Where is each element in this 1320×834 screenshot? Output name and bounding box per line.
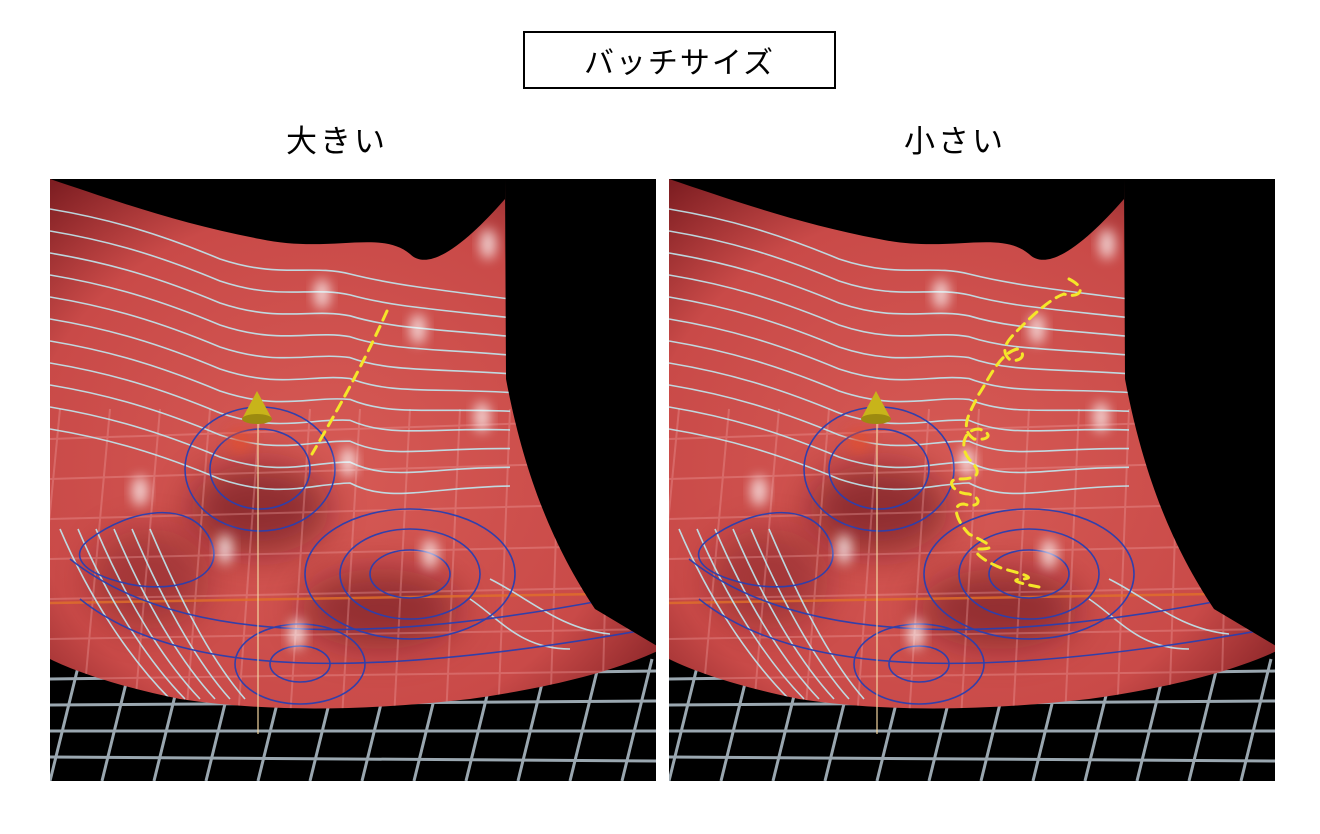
panel-label-large: 大きい xyxy=(286,124,388,160)
specular-highlights xyxy=(751,229,1115,649)
specular-highlights xyxy=(132,229,496,649)
contour-lines-dark xyxy=(688,406,1270,705)
contour-lines-light xyxy=(669,208,1230,700)
start-marker-cone xyxy=(242,391,272,424)
contour-lines-dark xyxy=(69,406,651,705)
start-marker-cone xyxy=(861,391,891,424)
panel-label-small: 小さい xyxy=(904,124,1006,160)
loss-surface-panel-large xyxy=(50,179,656,781)
optimization-path xyxy=(950,277,1082,589)
optimization-path xyxy=(310,309,389,456)
loss-surface-panel-small xyxy=(669,179,1275,781)
batch-size-title: バッチサイズ xyxy=(523,31,836,89)
